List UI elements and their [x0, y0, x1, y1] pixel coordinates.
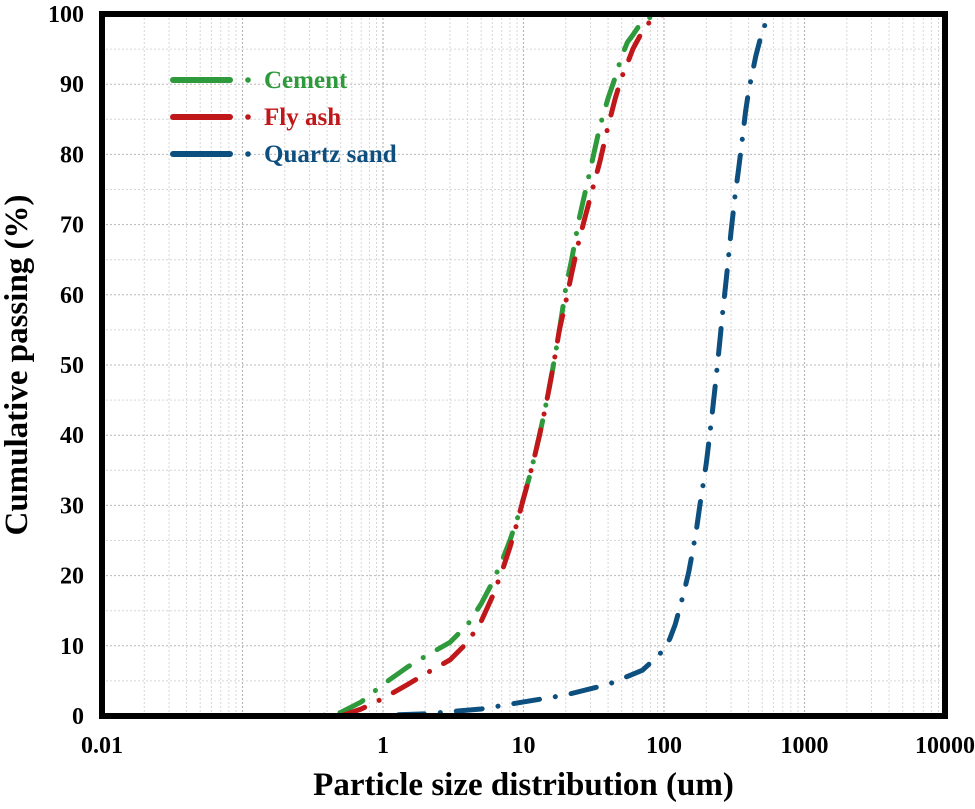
legend-dot — [245, 77, 251, 83]
series-line-fly-ash — [105, 11, 734, 719]
grid-lines — [102, 14, 945, 716]
x-tick-label: 10 — [512, 733, 536, 759]
legend: Cement Fly ash Quartz sand — [170, 67, 397, 168]
y-tick-label: 100 — [48, 2, 84, 28]
x-tick-label: 1000 — [781, 733, 829, 759]
legend-dot — [245, 151, 251, 157]
x-tick-label: 1 — [377, 733, 389, 759]
legend-label: Fly ash — [264, 104, 341, 131]
x-tick-label: 100 — [646, 733, 682, 759]
y-tick-label: 50 — [60, 353, 84, 379]
x-tick-label: 0.01 — [81, 733, 123, 759]
plot-frame — [99, 11, 948, 719]
y-tick-label: 60 — [60, 283, 84, 309]
legend-label: Quartz sand — [264, 141, 397, 168]
y-tick-label: 30 — [60, 493, 84, 519]
y-tick-label: 40 — [60, 423, 84, 449]
y-tick-label: 20 — [60, 564, 84, 590]
legend-label: Cement — [264, 67, 348, 94]
y-tick-label: 80 — [60, 142, 84, 168]
y-tick-label: 10 — [60, 634, 84, 660]
tick-labels: 0.01 1 10 100 1000 10000 0 10 20 30 40 50 60 70 80 90 10… — [48, 2, 975, 759]
y-axis-title: Cumulative passing (%) — [0, 194, 35, 535]
x-axis-title: Particle size distribution (um) — [313, 767, 734, 803]
legend-dot — [245, 114, 251, 120]
y-tick-label: 90 — [60, 72, 84, 98]
y-tick-label: 70 — [60, 213, 84, 239]
series-layer — [105, 11, 948, 719]
series-line-cement — [105, 11, 723, 719]
x-tick-label: 10000 — [915, 733, 975, 759]
y-tick-label: 0 — [72, 704, 84, 730]
series-line-quartz-sand — [105, 11, 948, 719]
